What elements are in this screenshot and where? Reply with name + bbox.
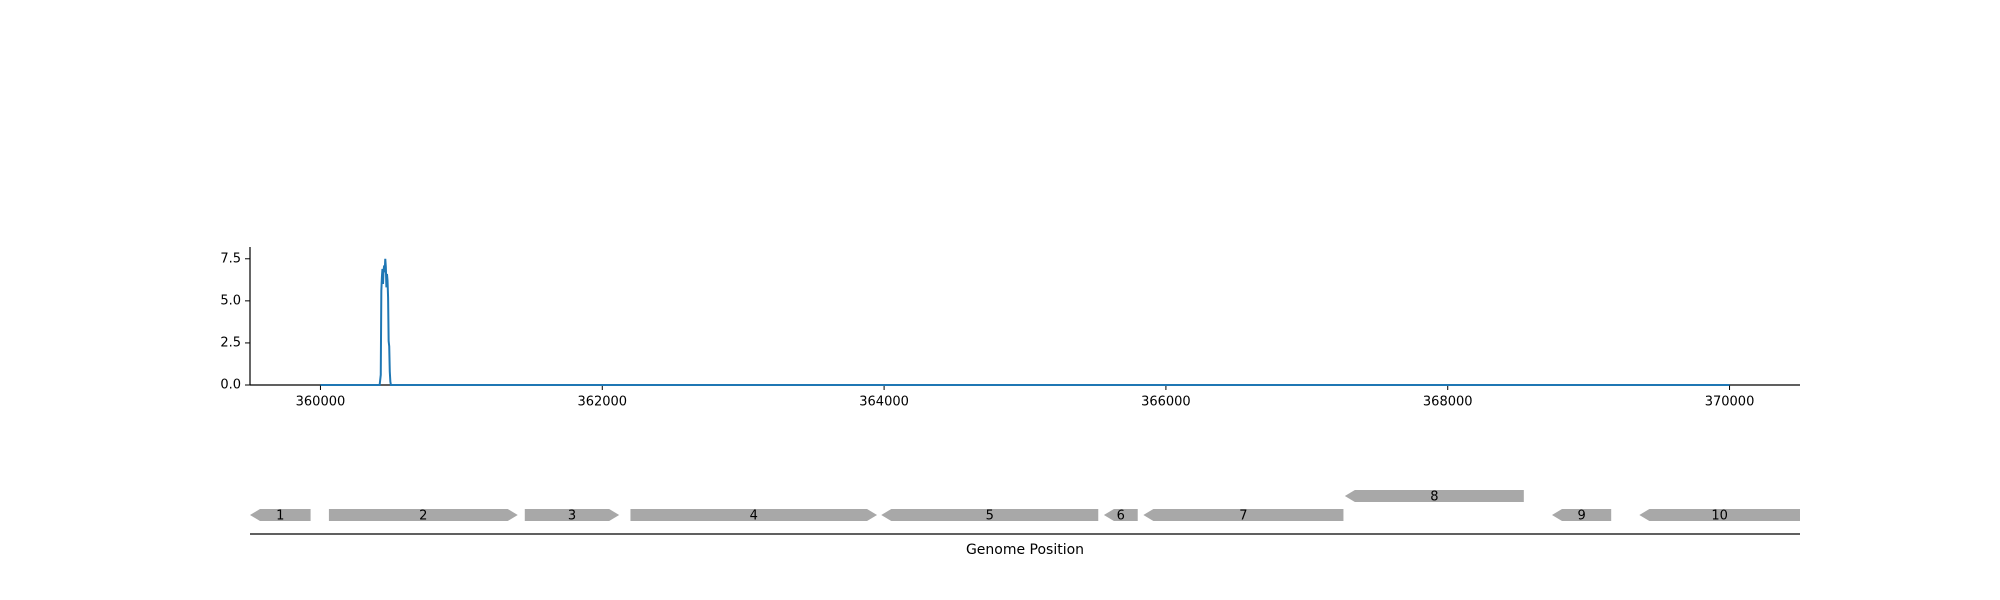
gene-3-label: 3 (568, 509, 576, 524)
gene-10-arrow (1639, 509, 1800, 521)
gene-1-label: 1 (276, 509, 284, 524)
gene-5-arrow (881, 509, 1099, 521)
gene-2-arrow (328, 509, 518, 521)
gene-9-label: 9 (1577, 509, 1585, 524)
coverage-plot: 0.0 2.5 5.0 7.5 360000 362000 364000 366000 368… (220, 247, 1800, 410)
gene-2-label: 2 (419, 509, 427, 524)
x-ticks: 360000 362000 364000 366000 368000 370000 (296, 385, 1755, 410)
gene-8-label: 8 (1430, 490, 1438, 505)
y-tick-label: 7.5 (220, 251, 241, 266)
gene-6-label: 6 (1117, 509, 1125, 524)
gene-8-arrow (1344, 490, 1524, 502)
coverage-series-line (320, 258, 1730, 386)
gene-4-label: 4 (750, 509, 758, 524)
gene-7-label: 7 (1239, 509, 1247, 524)
x-tick-label: 370000 (1705, 395, 1755, 410)
gene-1-arrow (250, 509, 311, 521)
x-tick-label: 366000 (1141, 395, 1191, 410)
y-ticks: 0.0 2.5 5.0 7.5 (220, 251, 250, 393)
gene-9-arrow (1552, 509, 1612, 521)
x-tick-label: 368000 (1423, 395, 1473, 410)
x-tick-label: 364000 (859, 395, 909, 410)
gene-4-arrow (630, 509, 878, 521)
gene-5-label: 5 (986, 509, 994, 524)
x-axis-title: Genome Position (966, 542, 1084, 558)
y-tick-label: 5.0 (220, 293, 241, 308)
gene-3-arrow (524, 509, 620, 521)
gene-7-arrow (1143, 509, 1344, 521)
gene-10-label: 10 (1711, 509, 1728, 524)
x-tick-label: 360000 (296, 395, 346, 410)
x-tick-label: 362000 (577, 395, 627, 410)
y-tick-label: 0.0 (220, 378, 241, 393)
gene-6-arrow (1103, 509, 1138, 521)
gene-track: 1 2 3 4 5 6 7 8 9 10 Genome Position (250, 490, 1800, 558)
y-tick-label: 2.5 (220, 335, 241, 350)
